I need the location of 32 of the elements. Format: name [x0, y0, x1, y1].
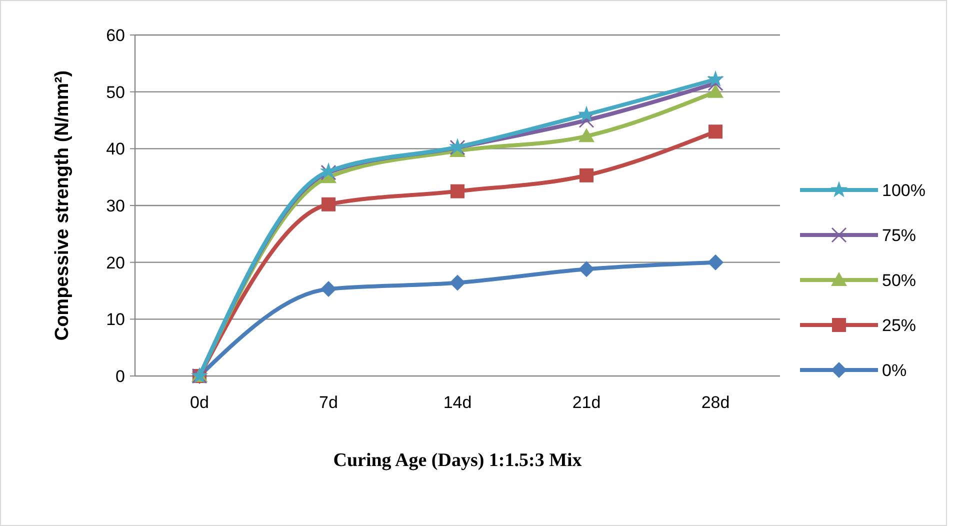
y-tick-label: 20: [106, 253, 125, 272]
point: [450, 274, 466, 291]
point: [450, 184, 464, 198]
x-tick-label: 0d: [190, 393, 209, 412]
x-tick-label: 28d: [701, 393, 730, 412]
legend-label: 25%: [882, 316, 916, 335]
point: [578, 128, 594, 142]
point: [708, 254, 724, 270]
point: [320, 281, 336, 298]
legend-label: 0%: [882, 360, 907, 380]
y-tick-label: 60: [106, 26, 125, 45]
y-tick-label: 30: [106, 196, 125, 216]
x-axis-title: Curing Age (Days) 1:1.5:3 Mix: [333, 450, 582, 471]
point: [578, 112, 594, 128]
x-tick-label: 7d: [319, 393, 338, 412]
y-tick-label: 50: [106, 82, 125, 102]
y-tick-label: 0: [116, 366, 125, 386]
legend-label: 75%: [882, 226, 916, 245]
legend-label: 100%: [882, 180, 926, 200]
point: [708, 84, 724, 98]
y-tick-label: 10: [106, 310, 125, 330]
x-tick-label: 21d: [572, 393, 601, 412]
point: [322, 197, 336, 212]
x-tick-label: 14d: [443, 393, 472, 412]
y-tick-label: 40: [106, 140, 125, 159]
point: [706, 70, 724, 87]
point: [708, 76, 724, 92]
point: [580, 168, 594, 182]
y-axis-title: Compessive strength (N/mm²): [52, 70, 73, 341]
legend-label: 50%: [882, 270, 916, 290]
point: [578, 261, 594, 278]
point: [708, 124, 722, 139]
